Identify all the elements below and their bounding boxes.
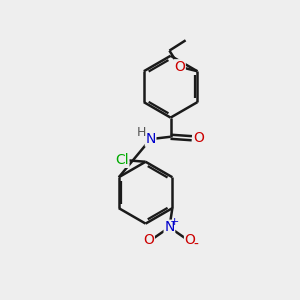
Text: +: + (170, 217, 179, 227)
Text: O: O (193, 131, 204, 145)
Text: -: - (194, 238, 198, 252)
Text: O: O (143, 233, 154, 247)
Text: Cl: Cl (115, 153, 129, 167)
Text: O: O (184, 233, 196, 247)
Text: N: N (164, 220, 175, 234)
Text: N: N (146, 132, 156, 146)
Text: H: H (136, 126, 146, 139)
Text: O: O (174, 60, 185, 74)
